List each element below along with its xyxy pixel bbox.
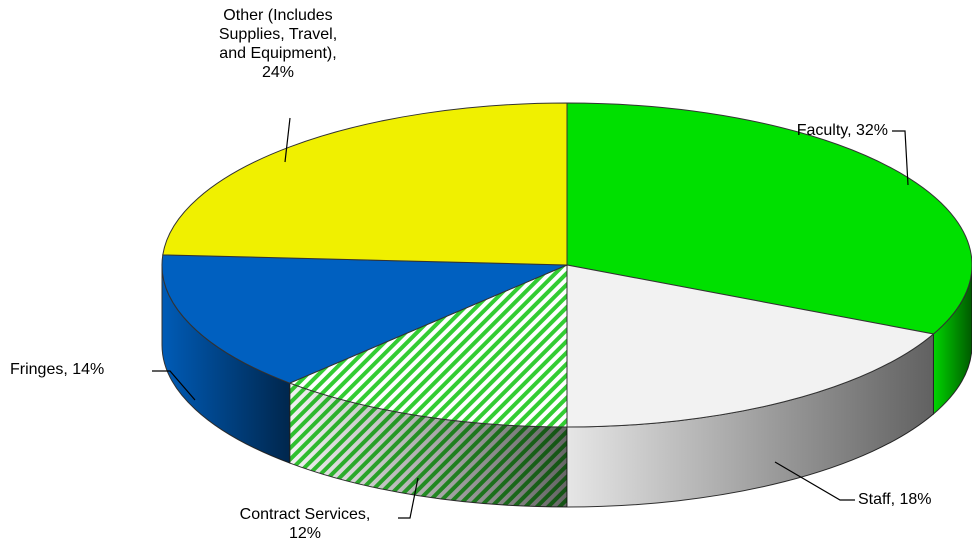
- data-label: Other (Includes Supplies, Travel, and Eq…: [218, 7, 338, 81]
- data-label: Faculty, 32%: [796, 122, 888, 139]
- leader-line: [774, 461, 855, 501]
- slice: [566, 264, 935, 428]
- data-label: Contract Services, 12%: [239, 506, 371, 542]
- slice: [288, 264, 568, 428]
- data-label: Fringes, 14%: [10, 361, 105, 378]
- data-label: Staff, 18%: [858, 491, 932, 508]
- slice: [161, 254, 568, 384]
- slice: [162, 102, 568, 266]
- slice: [566, 102, 972, 335]
- leader-line: [892, 130, 909, 186]
- leader-line: [398, 477, 419, 519]
- leader-line: [152, 370, 196, 401]
- leader-line: [284, 117, 291, 163]
- side-shade: [933, 265, 972, 414]
- side-shade: [289, 383, 567, 507]
- side-shade: [162, 265, 290, 464]
- side-shade: [567, 333, 934, 507]
